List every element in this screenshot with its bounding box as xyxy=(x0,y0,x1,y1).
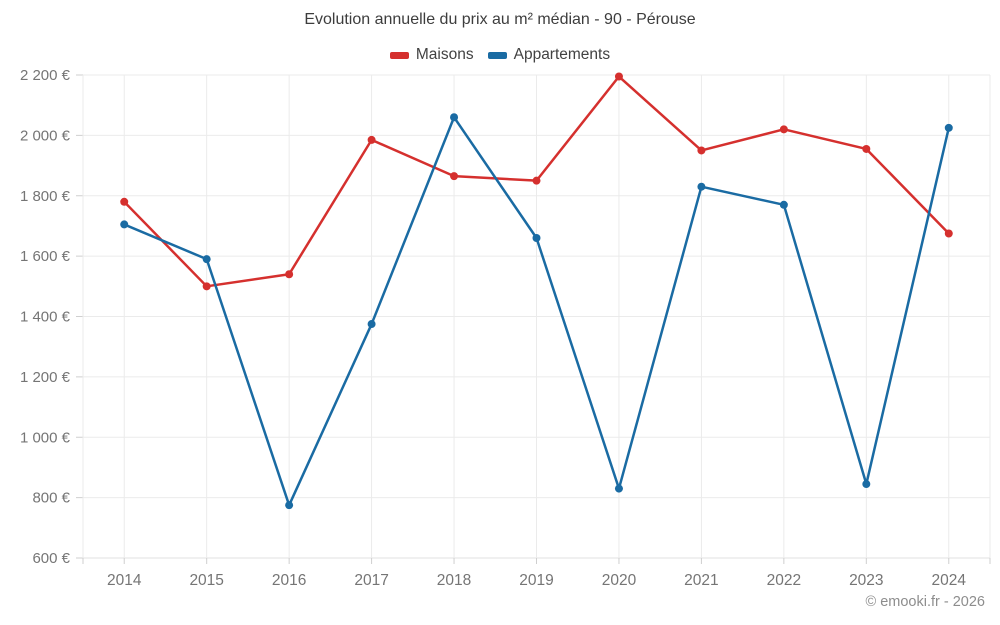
chart-title: Evolution annuelle du prix au m² médian … xyxy=(304,11,696,28)
x-tick-label: 2017 xyxy=(354,572,388,589)
data-point-maisons-2018[interactable] xyxy=(450,172,459,181)
data-point-appartements-2023[interactable] xyxy=(862,480,871,489)
data-point-appartements-2024[interactable] xyxy=(944,123,953,132)
data-point-appartements-2018[interactable] xyxy=(450,113,459,122)
x-tick-label: 2023 xyxy=(849,572,883,589)
x-tick-label: 2016 xyxy=(272,572,306,589)
copyright-text: © emooki.fr - 2026 xyxy=(865,594,985,610)
x-tick-label: 2020 xyxy=(602,572,637,589)
legend-item-appartements[interactable]: Appartements xyxy=(487,46,611,64)
data-point-maisons-2023[interactable] xyxy=(862,144,871,153)
data-point-maisons-2024[interactable] xyxy=(944,229,953,238)
data-point-maisons-2021[interactable] xyxy=(697,146,706,155)
x-tick-label: 2014 xyxy=(107,572,142,589)
chart-legend: Maisons Appartements xyxy=(0,46,1000,64)
data-point-appartements-2019[interactable] xyxy=(532,234,541,243)
y-tick-label: 1 200 € xyxy=(20,369,71,386)
legend-label-appartements: Appartements xyxy=(513,46,611,63)
x-tick-label: 2021 xyxy=(684,572,718,589)
y-tick-label: 600 € xyxy=(32,550,70,567)
data-point-maisons-2019[interactable] xyxy=(532,176,541,185)
data-point-maisons-2020[interactable] xyxy=(614,72,623,81)
data-point-appartements-2014[interactable] xyxy=(120,220,129,229)
data-point-maisons-2016[interactable] xyxy=(285,270,294,279)
data-point-appartements-2016[interactable] xyxy=(285,501,294,510)
legend-swatch-maisons-icon xyxy=(389,51,409,59)
data-point-appartements-2021[interactable] xyxy=(697,182,706,191)
legend-item-maisons[interactable]: Maisons xyxy=(389,46,474,64)
y-tick-label: 1 600 € xyxy=(20,248,71,265)
data-point-appartements-2022[interactable] xyxy=(779,200,788,209)
x-tick-label: 2022 xyxy=(767,572,801,589)
y-tick-label: 2 000 € xyxy=(20,127,71,144)
y-tick-label: 1 800 € xyxy=(20,188,71,205)
y-tick-label: 1 000 € xyxy=(20,429,71,446)
y-tick-label: 1 400 € xyxy=(20,309,71,326)
x-tick-label: 2024 xyxy=(932,572,967,589)
x-tick-label: 2015 xyxy=(189,572,223,589)
data-point-maisons-2017[interactable] xyxy=(367,135,376,144)
data-point-maisons-2022[interactable] xyxy=(779,125,788,134)
data-point-appartements-2017[interactable] xyxy=(367,320,376,329)
legend-label-maisons: Maisons xyxy=(415,46,474,63)
y-tick-label: 800 € xyxy=(32,490,70,507)
legend-swatch-appartements-icon xyxy=(487,51,507,59)
y-tick-label: 2 200 € xyxy=(20,67,71,84)
data-point-appartements-2020[interactable] xyxy=(614,484,623,493)
data-point-maisons-2014[interactable] xyxy=(120,197,129,206)
x-tick-label: 2019 xyxy=(519,572,553,589)
x-tick-label: 2018 xyxy=(437,572,471,589)
data-point-appartements-2015[interactable] xyxy=(202,255,211,264)
data-point-maisons-2015[interactable] xyxy=(202,282,211,291)
